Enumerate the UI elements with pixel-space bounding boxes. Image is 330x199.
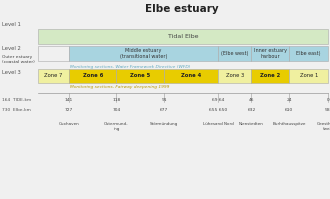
Text: Level 1: Level 1 [2, 22, 20, 27]
Bar [164, 69, 218, 83]
Bar [116, 69, 164, 83]
Text: Zone 7: Zone 7 [44, 73, 63, 78]
Text: 677: 677 [160, 108, 168, 112]
Text: Level 3: Level 3 [2, 70, 20, 75]
Text: Burhthausspitze: Burhthausspitze [273, 122, 306, 126]
Text: 0: 0 [327, 99, 330, 102]
Text: Lühesand Nord: Lühesand Nord [203, 122, 233, 126]
Bar [38, 46, 69, 61]
Bar [251, 46, 289, 61]
Bar [218, 46, 251, 61]
Text: 141: 141 [65, 99, 73, 102]
Text: Level 2: Level 2 [2, 46, 20, 51]
Bar [38, 29, 328, 44]
Text: 655 650: 655 650 [209, 108, 227, 112]
Text: 69 64: 69 64 [212, 99, 224, 102]
Text: Zone 6: Zone 6 [82, 73, 103, 78]
Text: Inner estuary
harbour: Inner estuary harbour [254, 48, 287, 59]
Text: Middle estuary
(transitional water): Middle estuary (transitional water) [120, 48, 167, 59]
Text: 704: 704 [112, 108, 120, 112]
Bar [38, 69, 69, 83]
Text: Störmündung: Störmündung [150, 122, 179, 126]
Text: 610: 610 [285, 108, 293, 112]
Text: 164  TIDE-km: 164 TIDE-km [2, 99, 31, 102]
Text: Cuxhaven: Cuxhaven [59, 122, 80, 126]
Text: Zone 1: Zone 1 [300, 73, 318, 78]
Text: 730  Elbe-km: 730 Elbe-km [2, 108, 30, 112]
Text: Zone 3: Zone 3 [226, 73, 244, 78]
Text: (Elbe west): (Elbe west) [221, 51, 248, 56]
Bar [289, 46, 328, 61]
Text: Outer estuary
(coastal water): Outer estuary (coastal water) [2, 55, 34, 64]
Bar [218, 69, 251, 83]
Text: 24: 24 [286, 99, 292, 102]
Text: 91: 91 [161, 99, 167, 102]
Text: Zone 4: Zone 4 [181, 73, 201, 78]
Text: Monitoring sections, Water Framework Directive (WFD): Monitoring sections, Water Framework Dir… [70, 65, 190, 69]
Text: Monitoring sections, Fairway deepening 1999: Monitoring sections, Fairway deepening 1… [70, 85, 169, 89]
Text: 118: 118 [112, 99, 120, 102]
Text: Tidal Elbe: Tidal Elbe [168, 34, 198, 39]
Text: Nienstedten: Nienstedten [239, 122, 264, 126]
Text: Zone 2: Zone 2 [260, 73, 280, 78]
Text: Elbe east): Elbe east) [296, 51, 321, 56]
Text: Geesthacht
(weir): Geesthacht (weir) [316, 122, 330, 131]
Text: 46: 46 [248, 99, 254, 102]
Text: 632: 632 [247, 108, 255, 112]
Bar [69, 46, 218, 61]
Text: 727: 727 [65, 108, 73, 112]
Bar [69, 69, 116, 83]
Text: 586: 586 [324, 108, 330, 112]
Bar [289, 69, 328, 83]
Text: Ostermund-
ing: Ostermund- ing [104, 122, 129, 131]
Text: Elbe estuary: Elbe estuary [145, 4, 218, 14]
Bar [251, 69, 289, 83]
Text: Zone 5: Zone 5 [130, 73, 150, 78]
